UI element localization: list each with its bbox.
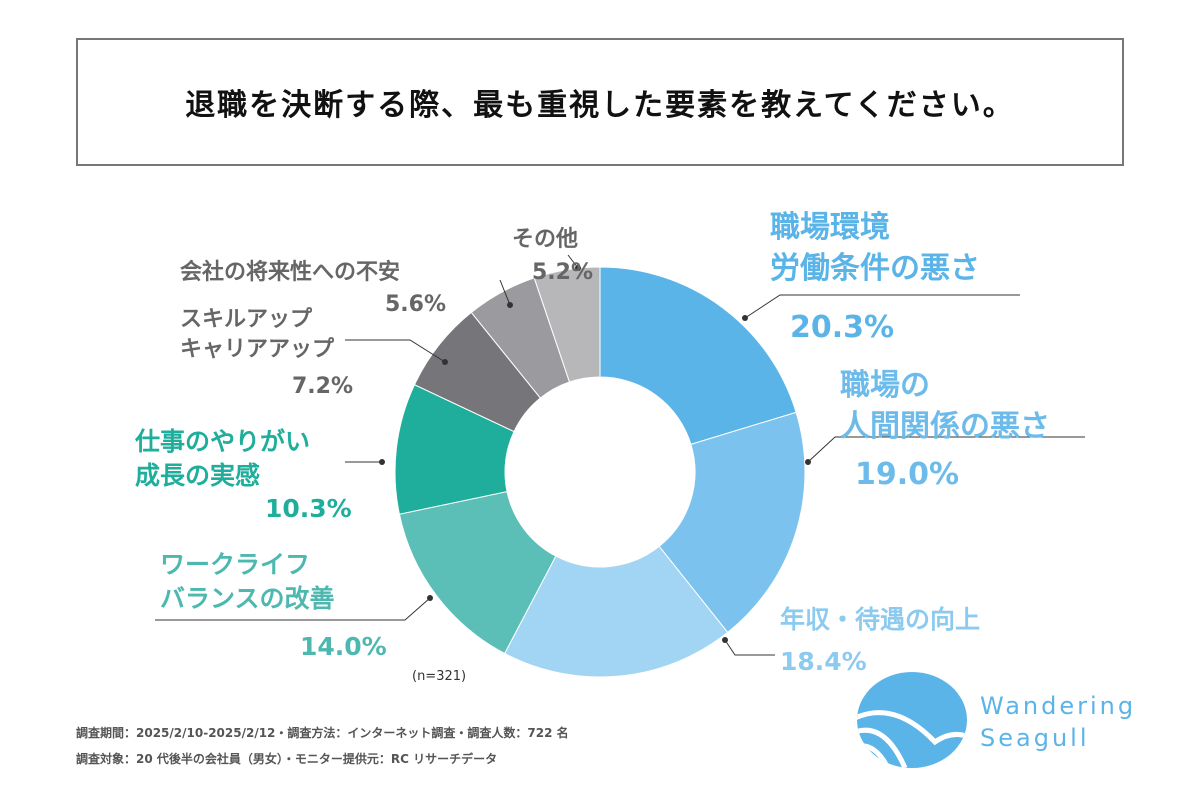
slice-label: 会社の将来性への不安 [180,258,400,288]
slice-label: 仕事のやりがい 成長の実感 [135,425,310,493]
donut-slice [599,266,797,445]
footer-line-2: 調査対象：20 代後半の会社員（男女）・モニター提供元：RC リサーチデータ [76,752,498,766]
leader-line [155,597,431,621]
leader-line [807,436,1085,463]
slice-label-line: 職場環境 [770,210,890,245]
leader-line [744,294,1020,319]
leader-dot [575,265,581,271]
slice-label-line: 年収・待遇の向上 [780,605,981,634]
title-box: 退職を決断する際、最も重視した要素を教えてください。 [76,38,1124,166]
slice-value-label: 18.4% [780,647,867,676]
slice-value-label: 5.6% [385,292,447,317]
donut-slice [533,266,601,383]
leader-line [345,339,446,363]
donut-slice [658,411,806,634]
slice-label: 職場の人間関係の悪さ [840,366,1050,447]
slice-label: スキルアップ キャリアアップ [180,305,334,364]
logo-line-1: Wandering [980,692,1137,720]
slice-label: ワークライフ バランスの改善 [160,548,335,616]
slice-label-line: 成長の実感 [135,460,261,490]
sample-size-note: (n=321) [412,669,467,684]
leader-dot [507,302,513,308]
slice-value-label: 14.0% [300,632,387,661]
slice-value-label: 10.3% [265,494,352,523]
leader-line [499,279,511,306]
leader-dot [722,637,728,643]
slice-label-line: 職場の [840,368,930,403]
slice-label-line: ワークライフ [160,550,311,579]
slice-label-line: 会社の将来性への不安 [180,260,401,285]
leader-dot [379,459,385,465]
slice-value-label: 5.2% [532,260,594,285]
slice-value-label: 19.0% [855,457,960,492]
slice-label-line: バランスの改善 [160,583,335,613]
leader-line [724,639,775,656]
donut-slice [503,545,729,678]
leader-dot [805,459,811,465]
leader-dot [442,359,448,365]
slice-label: 職場環境労働条件の悪さ [770,208,980,289]
slice-label-line: 人間関係の悪さ [840,408,1050,444]
logo-line-2: Seagull [980,724,1090,753]
leader-dot [427,595,433,601]
slice-value-label: 20.3% [790,310,895,345]
slice-label-line: 労働条件の悪さ [770,250,980,286]
slice-label: その他 [512,225,578,255]
slice-label: 年収・待遇の向上 [780,603,980,637]
chart-title: 退職を決断する際、最も重視した要素を教えてください。 [185,88,1015,123]
slice-value-label: 7.2% [292,374,354,399]
logo-text: Wandering Seagull [980,690,1136,755]
slice-label-line: 仕事のやりがい [135,427,311,456]
slice-label-line: スキルアップ [180,307,313,332]
footer-line-1: 調査期間：2025/2/10-2025/2/12・調査方法：インターネット調査・… [76,726,569,740]
slice-label-line: キャリアアップ [180,336,335,362]
slice-label-line: その他 [512,227,579,252]
donut-slice [398,490,557,655]
leader-dot [742,315,748,321]
